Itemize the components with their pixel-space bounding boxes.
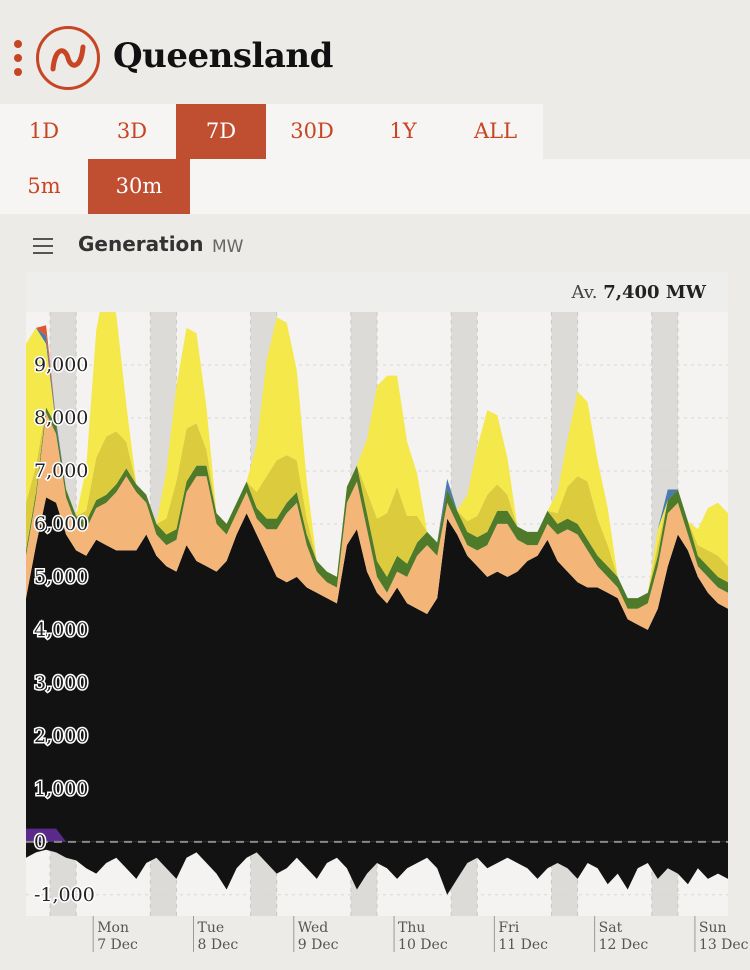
x-tick-date: 11 Dec	[498, 937, 548, 953]
y-axis-ticks: -1,000 0 1,000 2,000 3,000 4,000 5,000 6,000 7,0…	[33, 352, 97, 907]
y-tick-label: 7,000	[34, 460, 88, 482]
range-button-7d[interactable]: 7D	[176, 104, 266, 159]
stacked-areas	[26, 312, 728, 895]
average-label: Av.	[571, 282, 598, 303]
panel-title: Generation	[78, 232, 204, 256]
y-tick-label: 5,000	[34, 566, 88, 588]
generation-panel-header: Generation MW	[0, 228, 750, 268]
x-tick-day: Wed	[298, 920, 329, 936]
x-tick-day: Sat	[599, 920, 623, 936]
x-tick-date: 8 Dec	[197, 937, 238, 953]
interval-button-30m[interactable]: 30m	[88, 159, 190, 214]
y-tick-label: 6,000	[34, 513, 88, 535]
average-bar: Av. 7,400 MW	[26, 272, 728, 312]
range-button-3d[interactable]: 3D	[88, 104, 176, 159]
y-tick-label: -1,000	[34, 884, 95, 906]
generation-chart[interactable]: -1,000 0 1,000 2,000 3,000 4,000 5,000 6,000 7,0…	[0, 312, 750, 962]
area-coal	[26, 497, 728, 842]
area-gas	[26, 412, 728, 630]
interval-button-5m[interactable]: 5m	[0, 159, 88, 214]
hamburger-menu-icon[interactable]	[33, 238, 53, 254]
x-tick-day: Mon	[97, 920, 129, 936]
opennem-logo-icon[interactable]	[36, 26, 100, 90]
y-tick-label: 0	[34, 831, 46, 853]
y-tick-label: 3,000	[34, 672, 88, 694]
y-tick-label: 1,000	[34, 778, 88, 800]
x-tick-date: 7 Dec	[97, 937, 138, 953]
range-button-1y[interactable]: 1Y	[358, 104, 448, 159]
app-header: Queensland	[0, 0, 750, 104]
y-tick-label: 8,000	[34, 407, 88, 429]
interval-row-background	[190, 159, 750, 214]
y-tick-label: 9,000	[34, 354, 88, 376]
range-button-1d[interactable]: 1D	[0, 104, 88, 159]
kebab-menu-icon[interactable]	[12, 40, 24, 78]
x-tick-date: 9 Dec	[298, 937, 339, 953]
range-button-30d[interactable]: 30D	[266, 104, 358, 159]
x-tick-date: 13 Dec	[699, 937, 749, 953]
x-tick-date: 12 Dec	[599, 937, 649, 953]
x-tick-day: Tue	[197, 920, 224, 936]
y-tick-label: 2,000	[34, 725, 88, 747]
area-rooftop_solar	[26, 312, 728, 599]
x-tick-day: Thu	[398, 920, 425, 936]
x-tick-day: Sun	[699, 920, 727, 936]
average-value: 7,400 MW	[603, 282, 706, 303]
average-readout: Av. 7,400 MW	[571, 282, 706, 303]
region-title: Queensland	[113, 36, 333, 76]
y-tick-label: 4,000	[34, 619, 88, 641]
x-tick-day: Fri	[498, 920, 519, 936]
range-selector: 1D 3D 7D 30D 1Y ALL 5m 30m	[0, 104, 750, 214]
x-tick-date: 10 Dec	[398, 937, 448, 953]
negative-area-coal	[26, 841, 728, 895]
range-button-all[interactable]: ALL	[448, 104, 543, 159]
area-utility_solar	[26, 407, 728, 599]
area-wind	[26, 407, 728, 609]
panel-unit: MW	[212, 237, 244, 257]
